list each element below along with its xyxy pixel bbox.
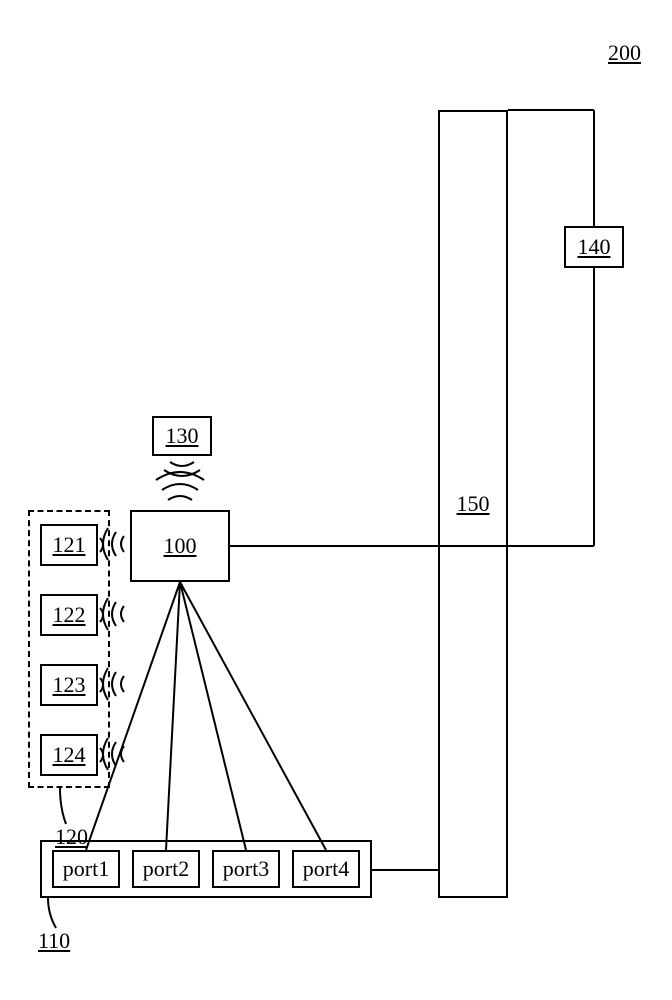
block-140-label: 140 xyxy=(578,234,611,260)
device-3-label: 123 xyxy=(53,672,86,698)
hub-label: 100 xyxy=(164,533,197,559)
device-4-box: 124 xyxy=(40,734,98,776)
diagram-canvas: 200 130 100 121 122 123 124 port1 port2 … xyxy=(0,0,672,1000)
diagram-id-label: 200 xyxy=(608,40,641,66)
hub-box: 100 xyxy=(130,510,230,582)
side-device-box: 130 xyxy=(152,416,212,456)
device-1-box: 121 xyxy=(40,524,98,566)
device-group-pointer-label: 120 xyxy=(55,824,88,850)
block-140-box: 140 xyxy=(564,226,624,268)
device-2-box: 122 xyxy=(40,594,98,636)
side-device-label: 130 xyxy=(166,423,199,449)
port-rack-pointer-label: 110 xyxy=(38,928,70,954)
port-4-box: port4 xyxy=(292,850,360,888)
block-150-box: 150 xyxy=(438,110,508,898)
device-3-box: 123 xyxy=(40,664,98,706)
device-4-label: 124 xyxy=(53,742,86,768)
port-1-label: port1 xyxy=(63,856,109,882)
block-150-label: 150 xyxy=(457,491,490,517)
port-2-box: port2 xyxy=(132,850,200,888)
port-3-label: port3 xyxy=(223,856,269,882)
port-3-box: port3 xyxy=(212,850,280,888)
port-1-box: port1 xyxy=(52,850,120,888)
port-2-label: port2 xyxy=(143,856,189,882)
device-1-label: 121 xyxy=(53,532,86,558)
port-4-label: port4 xyxy=(303,856,349,882)
device-2-label: 122 xyxy=(53,602,86,628)
